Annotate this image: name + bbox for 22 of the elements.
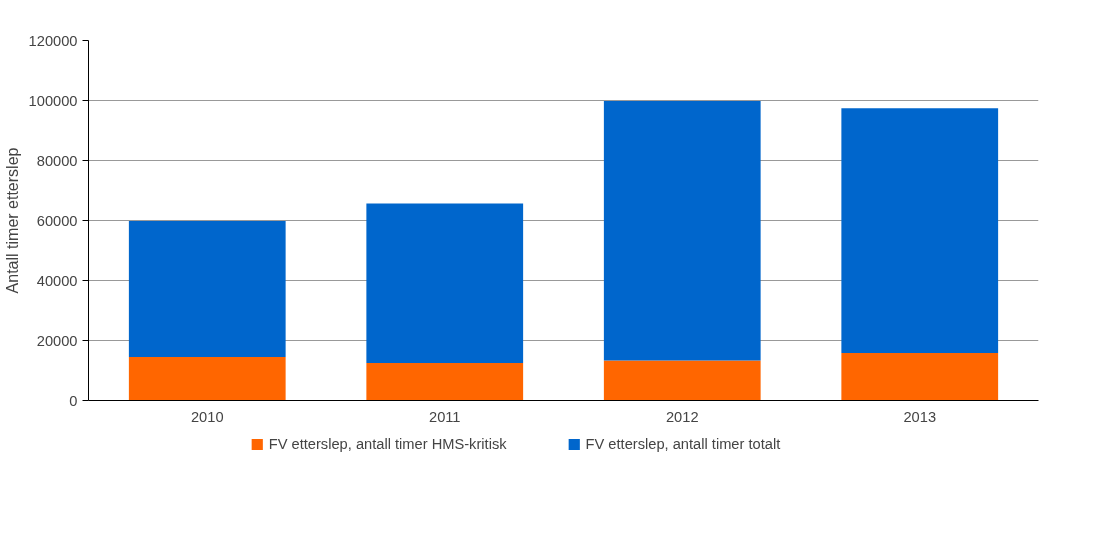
y-tick-label: 0 <box>69 392 78 409</box>
x-tick-label: 2012 <box>665 408 699 425</box>
y-tick-label: 40000 <box>36 272 78 289</box>
bar <box>128 221 286 357</box>
x-tick-label: 2013 <box>903 408 937 425</box>
bar <box>841 353 999 401</box>
bar <box>366 363 524 401</box>
x-tick-label: 2011 <box>428 408 461 425</box>
x-tick-label: 2010 <box>190 408 224 425</box>
y-tick-label: 60000 <box>36 212 78 229</box>
bar <box>603 101 761 361</box>
y-axis-title: Antall timer etterslep <box>3 147 21 294</box>
y-tick-label: 120000 <box>28 32 78 49</box>
bar <box>366 203 524 363</box>
y-tick-label: 100000 <box>28 92 78 109</box>
bar <box>841 108 999 354</box>
y-tick-label: 80000 <box>36 152 78 169</box>
legend-label: FV etterslep, antall timer HMS-kritisk <box>268 436 507 452</box>
legend-label: FV etterslep, antall timer totalt <box>585 436 781 452</box>
bar <box>603 360 761 401</box>
bar <box>128 357 286 401</box>
y-tick-label: 20000 <box>36 332 78 349</box>
